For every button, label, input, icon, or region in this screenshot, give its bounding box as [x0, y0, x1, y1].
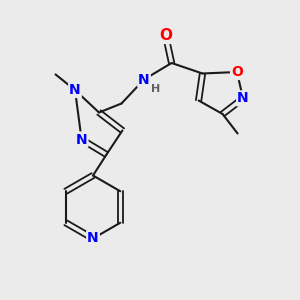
Text: O: O: [159, 28, 172, 43]
Text: N: N: [76, 133, 87, 146]
Text: N: N: [69, 83, 81, 97]
Text: N: N: [87, 232, 99, 245]
Text: H: H: [151, 83, 160, 94]
Text: O: O: [231, 65, 243, 79]
Text: N: N: [138, 73, 150, 86]
Text: N: N: [237, 92, 249, 105]
